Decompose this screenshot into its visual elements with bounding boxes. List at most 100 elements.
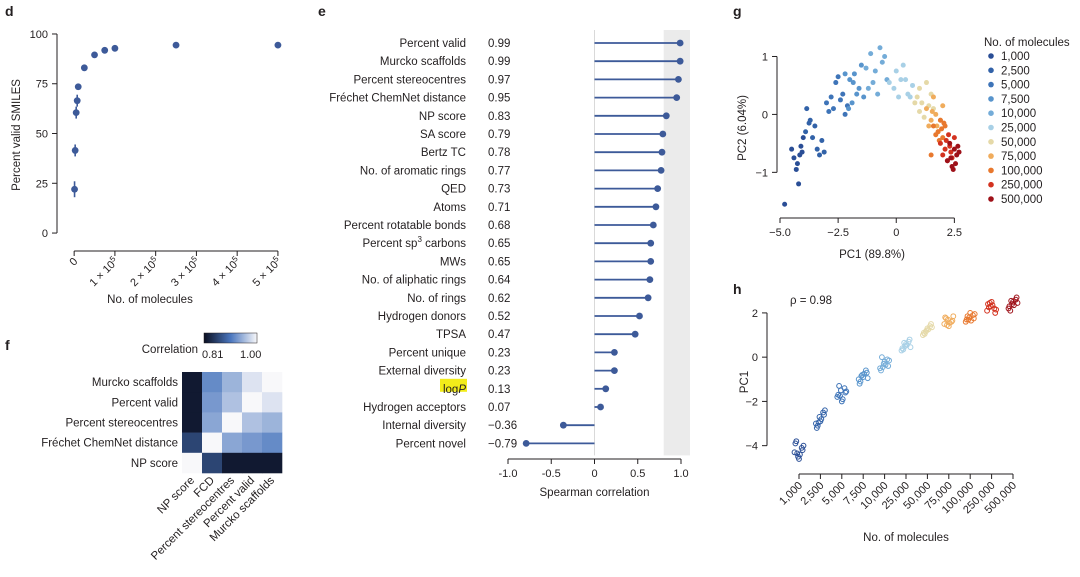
panel-e-dot bbox=[654, 185, 662, 193]
panel-g-y-tick-label: 0 bbox=[762, 109, 768, 121]
panel-label-e: e bbox=[318, 3, 326, 19]
panel-e-label-highlight bbox=[440, 378, 467, 392]
panel-h-point bbox=[943, 315, 949, 322]
panel-h-y-tick-label: 0 bbox=[752, 352, 758, 364]
panel-g-point bbox=[907, 94, 913, 100]
panel-h-point bbox=[879, 354, 885, 361]
panel-d-y-tick-label: 25 bbox=[36, 178, 48, 190]
panel-g-point bbox=[824, 100, 829, 106]
panel-e-value-label: 0.79 bbox=[488, 129, 510, 141]
panel-h-y-tick-label: −2 bbox=[745, 396, 758, 408]
panel-g-point bbox=[872, 68, 878, 74]
panel-e-dot bbox=[662, 112, 670, 120]
panel-g-legend-label: 2,500 bbox=[1001, 65, 1030, 77]
panel-h-point bbox=[836, 383, 842, 389]
panel-g-legend-title: No. of molecules bbox=[984, 37, 1070, 49]
panel-f-colorbar bbox=[203, 332, 258, 344]
panel-f-colorbar-title: Correlation bbox=[142, 344, 198, 356]
panel-f-heatmap-cell bbox=[262, 392, 283, 413]
panel-g-legend-swatch bbox=[988, 139, 994, 145]
panel-h-point bbox=[879, 364, 886, 371]
panel-g-legend-label: 50,000 bbox=[1001, 137, 1036, 149]
panel-f-heatmap-cell bbox=[202, 392, 223, 413]
panel-h-point bbox=[965, 316, 972, 323]
panel-h-point bbox=[857, 378, 864, 385]
panel-h-x-tick-label: 2,500 bbox=[799, 480, 827, 508]
panel-f-heatmap-cell bbox=[262, 432, 283, 454]
panel-label-f: f bbox=[5, 337, 10, 353]
panel-d-point bbox=[80, 64, 88, 72]
panel-e-row-label: Atoms bbox=[433, 202, 466, 214]
panel-g-point bbox=[941, 120, 947, 126]
panel-h-point bbox=[791, 449, 798, 456]
panel-e-shaded-region bbox=[663, 30, 690, 456]
panel-g-point bbox=[791, 155, 797, 161]
panel-g-point bbox=[817, 152, 823, 158]
panel-e-x-tick-label: 0 bbox=[591, 468, 597, 480]
panel-g-legend-label: 250,000 bbox=[1001, 180, 1043, 192]
panel-e-value-label: 0.65 bbox=[488, 256, 510, 268]
panel-g-legend-label: 75,000 bbox=[1001, 151, 1036, 163]
panel-h-point bbox=[886, 357, 892, 364]
panel-g-point bbox=[917, 85, 922, 91]
panel-g-point bbox=[928, 152, 934, 158]
panel-d-x-tick-label: 4 × 105 bbox=[208, 254, 243, 289]
panel-e-dot bbox=[610, 367, 618, 374]
panel-g-point bbox=[951, 135, 957, 141]
panel-f-heatmap-cell bbox=[222, 392, 243, 413]
panel-h-point bbox=[863, 369, 870, 376]
panel-g-legend-label: 25,000 bbox=[1001, 123, 1036, 135]
panel-e-row-label: logP bbox=[443, 384, 466, 396]
panel-f-heatmap-cell bbox=[182, 392, 203, 413]
panel-e-x-tick-label: -0.5 bbox=[542, 468, 561, 480]
panel-f-colorbar-min: 0.81 bbox=[202, 349, 223, 361]
panel-e-dot bbox=[631, 330, 639, 338]
panel-g-point bbox=[929, 109, 935, 115]
panel-g-point bbox=[865, 85, 871, 91]
panel-e-dot bbox=[646, 276, 654, 283]
panel-g-point bbox=[782, 201, 788, 207]
panel-e-row-label: Hydrogen acceptors bbox=[363, 402, 466, 414]
panel-g-point bbox=[796, 181, 802, 187]
panel-h-point bbox=[907, 344, 914, 351]
panel-d-x-tick-label: 5 × 105 bbox=[249, 254, 284, 289]
panel-h-point bbox=[986, 300, 993, 306]
panel-g-point bbox=[921, 114, 927, 120]
panel-g-point bbox=[826, 109, 832, 115]
panel-e-value-label: 0.95 bbox=[488, 93, 510, 105]
panel-g-x-tick-label: −5.0 bbox=[769, 227, 791, 239]
panel-e-dot bbox=[652, 203, 660, 211]
panel-g-point bbox=[794, 161, 800, 167]
panel-g-legend-label: 7,500 bbox=[1001, 94, 1030, 106]
panel-f-heatmap-cell bbox=[182, 412, 203, 433]
panel-f-heatmap-cell bbox=[222, 452, 243, 474]
panel-g-legend-swatch bbox=[988, 110, 994, 116]
panel-h-point bbox=[944, 322, 950, 328]
panel-h-point bbox=[900, 346, 907, 353]
panel-g-point bbox=[903, 77, 909, 83]
panel-h-point bbox=[815, 419, 822, 426]
panel-g-point bbox=[854, 91, 860, 97]
panel-g-point bbox=[821, 149, 827, 155]
panel-d-x-tick-label: 2 × 105 bbox=[127, 254, 162, 289]
panel-d-y-tick-label: 0 bbox=[42, 228, 48, 240]
panel-g-point bbox=[797, 152, 803, 158]
panel-e-value-label: 0.73 bbox=[488, 184, 510, 196]
panel-g-legend-swatch bbox=[988, 167, 994, 174]
panel-g-point bbox=[789, 146, 795, 152]
panel-e-row-label: SA score bbox=[420, 129, 466, 141]
panel-e-row-label: Percent valid bbox=[400, 38, 466, 50]
panel-g-point bbox=[793, 166, 799, 172]
panel-g-point bbox=[858, 62, 864, 68]
panel-g-y-tick-label: 1 bbox=[762, 51, 768, 63]
panel-e-value-label: 0.99 bbox=[488, 56, 510, 68]
panel-f-heatmap-cell bbox=[222, 432, 243, 454]
panel-e-dot bbox=[675, 76, 682, 83]
panel-g-point bbox=[939, 126, 945, 132]
panel-e-dot bbox=[522, 440, 530, 447]
panel-e-dot bbox=[597, 403, 604, 411]
panel-g-legend-swatch bbox=[988, 96, 994, 102]
panel-g-point bbox=[830, 106, 836, 112]
panel-d-y-tick-label: 100 bbox=[30, 29, 48, 41]
panel-g-point bbox=[850, 80, 856, 86]
